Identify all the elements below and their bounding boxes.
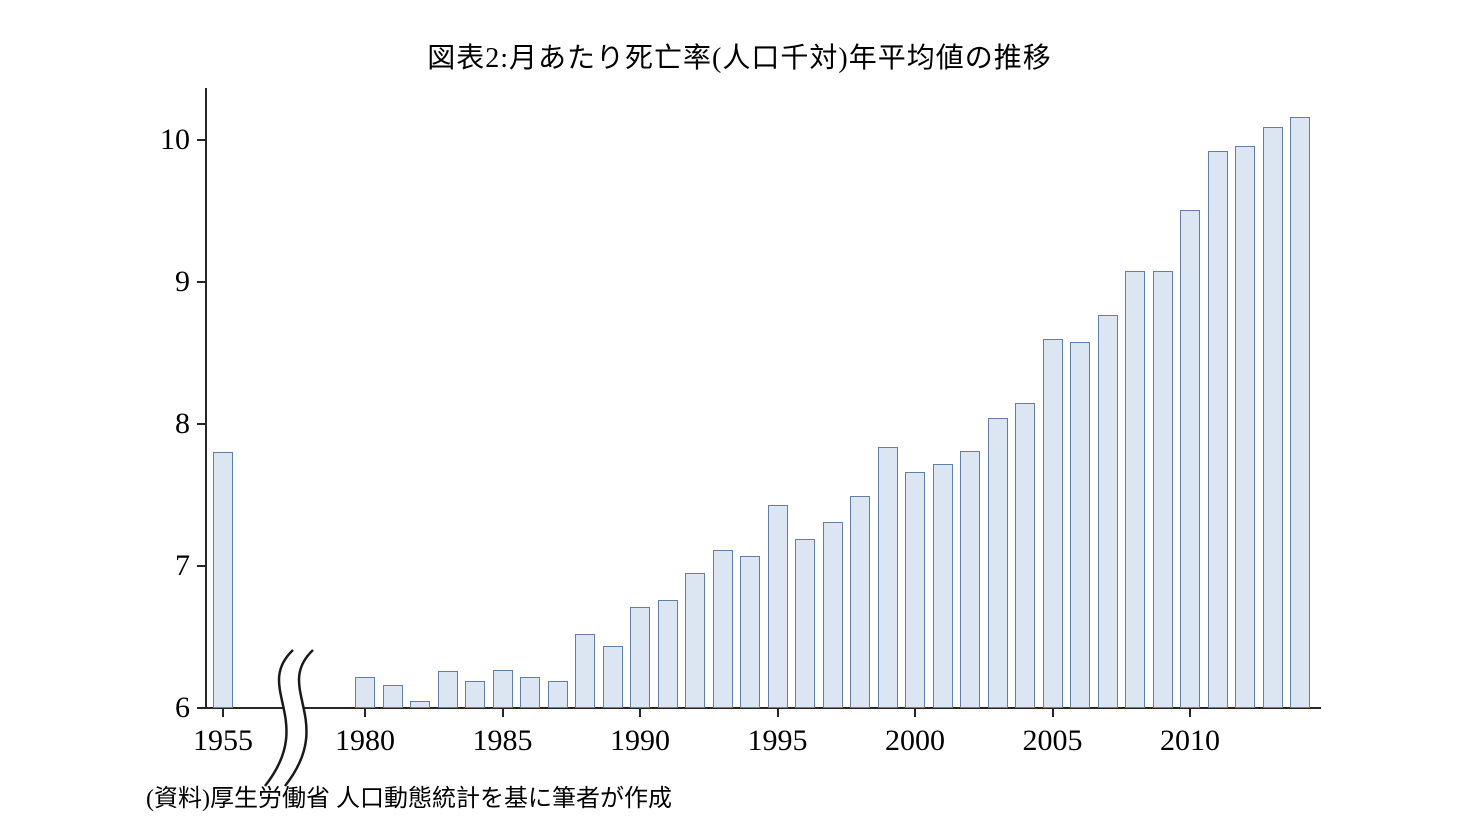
x-tick-mark [914, 709, 916, 717]
y-tick-label: 8 [175, 407, 190, 440]
bar-2007 [1097, 314, 1118, 708]
bar-1996 [795, 539, 815, 708]
x-tick-label: 2000 [885, 724, 945, 757]
y-tick-mark [197, 139, 205, 141]
bar-1990 [630, 607, 650, 708]
bar-1997 [822, 521, 843, 708]
bar-1982 [410, 700, 430, 708]
x-axis [205, 707, 1321, 709]
bar-2002 [960, 450, 980, 708]
bar-1983 [437, 671, 458, 708]
bar-2009 [1152, 270, 1173, 708]
bar-1991 [657, 600, 678, 708]
x-tick-mark [776, 709, 779, 717]
bar-1995 [767, 504, 788, 708]
bar-2013 [1262, 127, 1283, 708]
bar-1981 [382, 685, 403, 708]
bar-2003 [987, 418, 1008, 708]
axis-break-icon [264, 648, 314, 788]
bar-2012 [1235, 145, 1255, 708]
bar-2000 [905, 472, 925, 708]
x-tick-mark [1189, 709, 1191, 717]
bar-1988 [575, 634, 595, 708]
bar-2014 [1290, 117, 1310, 708]
bar-2008 [1125, 270, 1145, 708]
bar-1980 [355, 676, 375, 708]
bar-1987 [547, 681, 568, 708]
bar-1993 [712, 550, 733, 708]
bar-2011 [1207, 151, 1228, 708]
bar-1989 [602, 645, 623, 708]
bar-2005 [1042, 338, 1063, 708]
bar-1986 [520, 676, 540, 708]
x-tick-mark [639, 709, 641, 717]
bar-2004 [1015, 402, 1035, 708]
y-tick-label: 6 [175, 691, 190, 724]
y-tick-label: 7 [175, 549, 190, 582]
source-note: (資料)厚生労働省 人口動態統計を基に筆者が作成 [146, 786, 672, 812]
chart-title: 図表2:月あたり死亡率(人口千対)年平均値の推移 [427, 43, 1052, 74]
x-tick-mark [1051, 709, 1054, 717]
x-tick-label: 1980 [335, 724, 395, 757]
bar-1998 [850, 496, 870, 708]
x-tick-mark [364, 709, 366, 717]
bar-1955 [213, 452, 233, 708]
y-tick-mark [197, 707, 205, 709]
x-tick-label: 1995 [747, 724, 808, 757]
bar-1984 [465, 681, 485, 708]
y-axis [205, 88, 207, 709]
y-tick-mark [197, 281, 205, 283]
y-tick-mark [197, 565, 205, 567]
bar-1985 [492, 669, 513, 708]
bar-1994 [740, 556, 760, 708]
bar-1999 [877, 446, 898, 708]
x-tick-label: 1990 [610, 724, 670, 757]
x-tick-label: 2010 [1160, 724, 1220, 757]
bar-2006 [1070, 341, 1090, 708]
x-tick-mark [222, 709, 224, 717]
y-tick-label: 9 [175, 265, 190, 298]
x-tick-label: 1955 [193, 724, 253, 757]
x-tick-mark [501, 709, 504, 717]
y-tick-label: 10 [160, 123, 190, 156]
x-tick-label: 1985 [472, 724, 533, 757]
y-tick-mark [197, 423, 205, 425]
bar-1992 [685, 573, 705, 708]
bar-2010 [1180, 209, 1200, 708]
x-tick-label: 2005 [1022, 724, 1083, 757]
bar-2001 [932, 463, 953, 708]
